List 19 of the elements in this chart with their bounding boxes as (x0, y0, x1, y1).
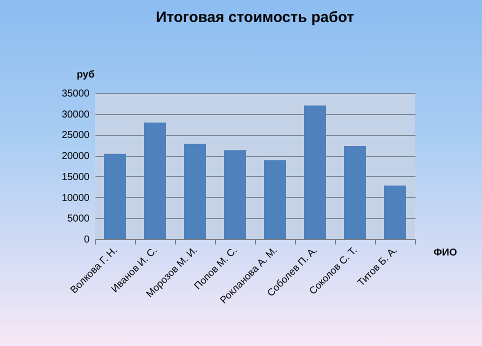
bar (304, 106, 326, 239)
x-axis-title: ФИО (434, 248, 458, 258)
y-axis-title: руб (76, 70, 94, 80)
y-tick-label: 35000 (62, 88, 90, 100)
bar (384, 186, 406, 239)
bar (264, 160, 286, 239)
y-tick-label: 5000 (67, 214, 90, 225)
y-tick-label: 30000 (62, 109, 90, 120)
bar (144, 122, 166, 239)
y-tick-label: 10000 (62, 192, 90, 204)
bar (224, 150, 246, 239)
y-tick-label: 25000 (62, 130, 90, 142)
y-tick-label: 15000 (62, 172, 90, 183)
bar (184, 144, 206, 239)
chart-title: Итоговая стоимость работ (156, 9, 354, 26)
y-tick-label: 20000 (62, 151, 90, 162)
bar (344, 146, 366, 239)
bar (104, 154, 126, 239)
y-tick-label: 0 (84, 234, 90, 246)
